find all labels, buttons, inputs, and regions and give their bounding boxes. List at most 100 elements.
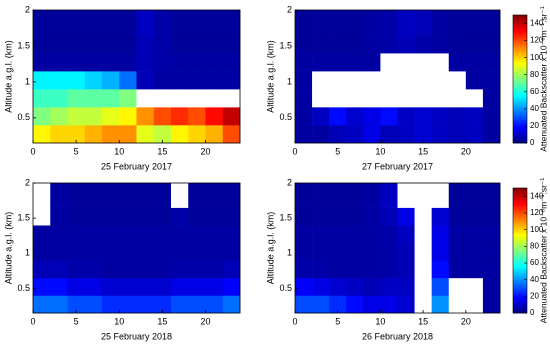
heat-cell <box>380 107 398 126</box>
heat-cell <box>119 207 137 226</box>
heat-cell <box>346 89 364 108</box>
heat-cell <box>329 107 347 126</box>
heat-cell <box>222 53 241 72</box>
heat-cell <box>465 10 484 36</box>
heat-cell <box>397 53 415 72</box>
heat-cell <box>153 295 172 314</box>
heat-cell <box>346 35 364 54</box>
colorbar-step <box>513 40 527 44</box>
colorbar-step <box>513 61 527 65</box>
heat-cell <box>414 107 432 126</box>
heat-cell <box>312 207 330 226</box>
colorbar-step <box>513 192 527 195</box>
colorbar-step <box>513 225 527 228</box>
heat-cell <box>33 10 51 36</box>
heat-cell <box>33 242 51 261</box>
colorbar-step <box>513 79 527 82</box>
colorbar-tick-label: 40 <box>530 104 539 113</box>
colorbar-step <box>513 42 527 46</box>
heat-cell <box>465 125 484 144</box>
y-tick-label: 2 <box>25 4 30 14</box>
heat-cell <box>171 260 189 279</box>
colorbar-step <box>513 64 527 67</box>
heat-cell <box>482 53 501 72</box>
colorbar-step <box>513 292 527 295</box>
heat-cell <box>414 53 432 72</box>
heat-cell <box>119 125 137 144</box>
heat-cell <box>465 295 484 314</box>
heat-cell <box>431 53 450 72</box>
heat-cell <box>188 35 206 54</box>
colorbar-step <box>513 252 527 256</box>
heat-cell <box>397 107 415 126</box>
heat-cell <box>153 207 172 226</box>
heat-cell <box>102 53 120 72</box>
heat-cell <box>431 242 450 261</box>
y-tick-label: 1 <box>25 76 30 86</box>
heat-cell <box>67 10 86 36</box>
heat-cell <box>414 125 432 144</box>
heat-cell <box>448 53 467 72</box>
heat-cell <box>448 183 467 208</box>
colorbar-step <box>513 123 527 127</box>
heat-cell <box>312 295 330 314</box>
heat-cell <box>465 207 484 226</box>
heat-cell <box>102 71 120 90</box>
heat-cell <box>33 107 51 126</box>
heat-cell <box>50 53 68 72</box>
heat-cell <box>482 35 501 54</box>
heat-cell <box>153 107 172 126</box>
heat-cell <box>329 10 347 36</box>
heat-cell <box>188 183 206 208</box>
colorbar-step <box>513 279 527 283</box>
heat-cell <box>431 71 450 90</box>
heat-cell <box>363 207 381 226</box>
heat-cell <box>295 71 313 90</box>
heat-cell <box>414 225 432 244</box>
heat-cell <box>448 207 467 226</box>
colorbar-tick-label: 80 <box>530 70 539 79</box>
heat-cell <box>222 10 241 36</box>
x-tick-label: 10 <box>375 146 385 156</box>
heat-cell <box>295 260 313 279</box>
heat-cell <box>33 207 51 226</box>
colorbar-step <box>513 306 527 310</box>
heat-cell <box>380 260 398 279</box>
heat-cell <box>414 260 432 279</box>
colorbar-step <box>513 242 527 245</box>
y-tick-label: 2 <box>287 4 292 14</box>
heat-cell <box>84 242 103 261</box>
heat-cell <box>329 71 347 90</box>
colorbar-step <box>513 298 527 301</box>
colorbar-step <box>513 296 527 299</box>
heat-cell <box>205 107 224 126</box>
heat-cell <box>102 295 120 314</box>
heat-cell <box>346 107 364 126</box>
colorbar-step <box>513 113 527 116</box>
colorbar-tick-label: 60 <box>530 87 539 96</box>
heat-cell <box>380 242 398 261</box>
heat-cell <box>295 89 313 108</box>
heat-cell <box>397 260 415 279</box>
heat-cell <box>33 53 51 72</box>
heat-cell <box>312 107 330 126</box>
heat-cell <box>33 71 51 90</box>
heat-cell <box>205 242 224 261</box>
heat-cell <box>119 10 137 36</box>
colorbar-step <box>513 36 527 39</box>
x-tick-label: 0 <box>292 316 297 326</box>
heat-cell <box>50 71 68 90</box>
colorbar-tick-label: 140 <box>530 191 544 200</box>
colorbar-step <box>513 85 527 88</box>
colorbar-step <box>513 221 527 224</box>
colorbar-step <box>513 302 527 306</box>
heat-cell <box>188 53 206 72</box>
heat-cell <box>222 125 241 144</box>
colorbar-step <box>513 229 527 233</box>
heat-cell <box>295 35 313 54</box>
y-tick-label: 1.5 <box>279 213 292 223</box>
x-tick-label: 0 <box>30 146 35 156</box>
heat-cell <box>363 277 381 296</box>
heat-cell <box>136 295 155 314</box>
colorbar-step <box>513 210 527 214</box>
